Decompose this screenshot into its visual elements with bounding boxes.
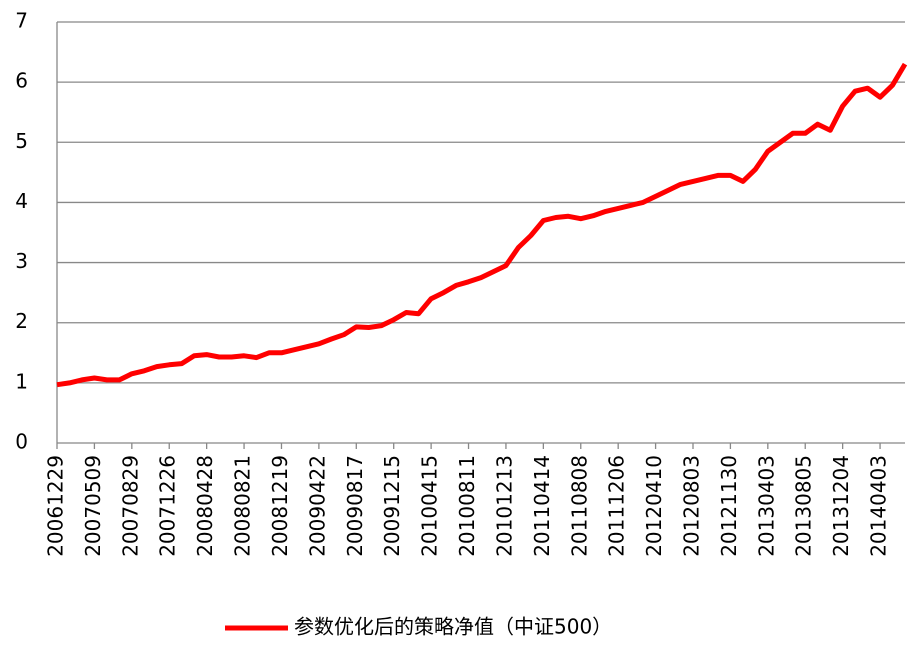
x-tick-label: 20091215 (380, 455, 404, 557)
x-tick-label: 20110808 (567, 455, 591, 557)
x-tick-label: 20101213 (492, 455, 516, 557)
y-tick-label: 0 (15, 430, 28, 454)
x-tick-label: 20061229 (44, 455, 68, 557)
y-tick-label: 4 (15, 189, 28, 213)
x-tick-label: 20110414 (530, 455, 554, 557)
x-tick-label: 20081219 (268, 455, 292, 557)
x-tick-label: 20130403 (754, 455, 778, 557)
x-tick-label: 20100811 (455, 455, 479, 557)
x-tick-label: 20121130 (717, 455, 741, 557)
x-tick-label: 20111206 (605, 455, 629, 557)
y-tick-label: 3 (15, 249, 28, 273)
x-tick-label: 20140403 (867, 455, 891, 557)
y-tick-label: 6 (15, 69, 28, 93)
x-tick-label: 20090422 (305, 455, 329, 557)
y-tick-label: 2 (15, 309, 28, 333)
x-tick-label: 20100415 (418, 455, 442, 557)
x-tick-label: 20071226 (156, 455, 180, 557)
y-tick-label: 1 (15, 369, 28, 393)
x-tick-label: 20070509 (81, 455, 105, 557)
x-tick-label: 20131204 (829, 455, 853, 557)
legend-label: 参数优化后的策略净值（中证500） (294, 615, 612, 639)
data-line (56, 62, 908, 388)
y-tick-label: 7 (15, 9, 28, 33)
x-tick-label: 20080821 (231, 455, 255, 557)
x-tick-label: 20120410 (642, 455, 666, 557)
y-tick-label: 5 (15, 129, 28, 153)
x-tick-label: 20080428 (193, 455, 217, 557)
x-tick-label: 20070829 (118, 455, 142, 557)
x-tick-label: 20120803 (680, 455, 704, 557)
x-tick-label: 20130805 (792, 455, 816, 557)
x-tick-label: 20090817 (343, 455, 367, 557)
